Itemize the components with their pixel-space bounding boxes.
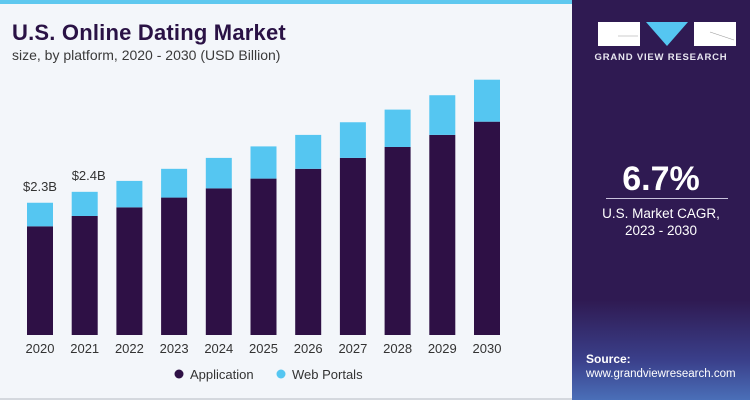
cagr-label-line2: 2023 - 2030 (624, 223, 698, 238)
bar-web-portals-2024 (205, 157, 232, 189)
data-label: $2.4B (72, 168, 106, 183)
bar-application-2024 (205, 188, 232, 335)
chart-title: U.S. Online Dating Market (12, 20, 286, 45)
bar-application-2020 (27, 226, 53, 335)
bar-application-2023 (161, 197, 188, 335)
x-tick-label: 2023 (160, 341, 189, 356)
divider (606, 198, 728, 199)
data-label: $2.3B (23, 179, 57, 194)
bar-application-2025 (250, 178, 277, 335)
source-url[interactable]: www.grandviewresearch.com (586, 368, 736, 380)
stacked-bar-chart: 2020 $2.3B 2021 $2.4B 2022 2023 2024 2025 2026 20… (23, 79, 502, 382)
x-tick-label: 2029 (428, 341, 457, 356)
bar-web-portals-2022 (116, 180, 143, 208)
bar-web-portals-2029 (429, 95, 456, 135)
bar-application-2021 (71, 215, 98, 335)
bar-application-2022 (116, 207, 143, 335)
cagr-label-line1: U.S. Market CAGR, (602, 206, 720, 221)
brand-name: GRAND VIEW RESEARCH (594, 52, 728, 63)
chart-subtitle: size, by platform, 2020 - 2030 (USD Bill… (12, 47, 281, 63)
legend-marker (276, 369, 286, 379)
x-tick-label: 2021 (70, 341, 99, 356)
grand-view-research-logo (598, 22, 736, 46)
legend-label: Web Portals (292, 367, 363, 382)
bar-application-2030 (474, 121, 500, 335)
bar-web-portals-2030 (474, 79, 500, 122)
source-label: Source: (586, 352, 631, 366)
legend-marker (174, 369, 184, 379)
bar-web-portals-2020 (27, 202, 53, 227)
bar-web-portals-2026 (295, 134, 322, 169)
cagr-label: U.S. Market CAGR, 2023 - 2030 (572, 205, 750, 239)
bar-web-portals-2021 (71, 191, 98, 216)
bar-web-portals-2028 (384, 109, 411, 147)
bar-application-2029 (429, 134, 456, 335)
bar-application-2028 (384, 146, 411, 335)
x-tick-label: 2027 (338, 341, 367, 356)
top-accent-bar (0, 0, 572, 4)
x-tick-label: 2025 (249, 341, 278, 356)
x-tick-label: 2028 (383, 341, 412, 356)
bar-web-portals-2025 (250, 146, 277, 179)
x-tick-label: 2026 (294, 341, 323, 356)
sidebar-panel: GRAND VIEW RESEARCH 6.7% U.S. Market CAG… (572, 0, 750, 400)
legend-label: Application (190, 367, 254, 382)
bar-web-portals-2023 (161, 168, 188, 198)
bar-application-2027 (339, 157, 366, 335)
bar-web-portals-2027 (339, 122, 366, 158)
bar-application-2026 (295, 168, 322, 335)
cagr-value: 6.7% (622, 160, 700, 198)
x-tick-label: 2022 (115, 341, 144, 356)
x-tick-label: 2030 (473, 341, 502, 356)
x-tick-label: 2024 (204, 341, 233, 356)
x-tick-label: 2020 (26, 341, 55, 356)
